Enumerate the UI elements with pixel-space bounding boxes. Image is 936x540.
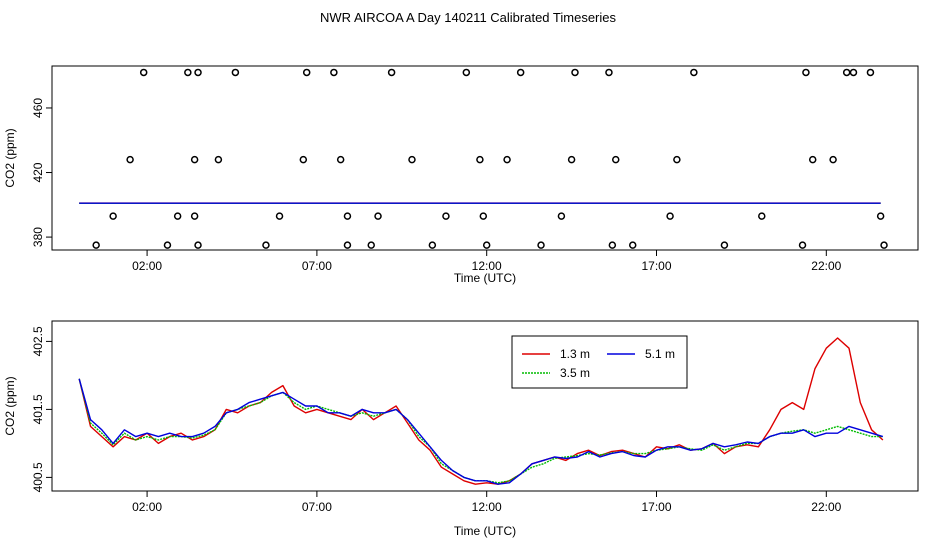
legend-box	[511, 335, 688, 389]
data-point	[343, 241, 352, 249]
data-point	[690, 68, 698, 77]
data-point	[479, 212, 488, 220]
x-tick-label: 07:00	[302, 259, 332, 273]
plot-frame	[51, 65, 919, 251]
legend: 1.3 m 5.1 m 3.5 m	[511, 335, 688, 389]
x-tick-label: 17:00	[641, 259, 671, 273]
data-point	[194, 68, 202, 77]
data-point	[231, 68, 240, 77]
data-point	[275, 212, 284, 220]
data-point	[139, 68, 148, 77]
data-point	[92, 241, 100, 249]
data-point	[190, 155, 199, 164]
y-tick-label: 402.5	[31, 326, 45, 356]
series-line-13m	[78, 337, 884, 485]
data-point	[442, 212, 450, 220]
series-line-35m	[78, 378, 883, 484]
data-point	[608, 241, 617, 249]
chart-panel-2: 02:00 07:00 12:00 17:00 22:00 400.5 401.5 402.5…	[3, 320, 919, 538]
data-point	[876, 212, 885, 220]
x-tick-label: 12:00	[472, 500, 502, 514]
y-tick-label: 460	[31, 98, 45, 118]
y-axis-label: CO2 (ppm)	[3, 128, 17, 187]
data-point	[866, 68, 875, 77]
data-point	[262, 241, 270, 249]
data-point	[571, 68, 579, 77]
x-tick-label: 22:00	[811, 500, 841, 514]
data-point	[190, 212, 199, 220]
data-point	[605, 68, 613, 77]
data-point	[428, 241, 437, 249]
data-point	[516, 68, 525, 77]
data-point	[476, 155, 484, 164]
x-tick-label: 07:00	[302, 500, 332, 514]
data-point	[758, 212, 766, 220]
data-point	[299, 155, 308, 164]
data-point	[666, 212, 674, 220]
data-point	[567, 155, 576, 164]
data-point	[673, 155, 681, 164]
data-point	[628, 241, 637, 249]
x-tick-label: 02:00	[132, 500, 162, 514]
legend-label: 5.1 m	[645, 347, 675, 361]
x-tick-label: 22:00	[811, 259, 841, 273]
data-point	[611, 155, 620, 164]
y-tick-label: 420	[31, 162, 45, 182]
data-point	[503, 155, 511, 164]
y-tick-label: 380	[31, 227, 45, 247]
data-point	[173, 212, 182, 220]
data-point	[880, 241, 888, 249]
data-point	[194, 241, 202, 249]
legend-label: 1.3 m	[560, 347, 590, 361]
data-point	[163, 241, 172, 249]
data-point	[849, 68, 858, 77]
data-point	[330, 68, 338, 77]
data-point	[802, 68, 810, 77]
x-tick-label: 17:00	[641, 500, 671, 514]
data-point	[302, 68, 311, 77]
y-axis-label: CO2 (ppm)	[3, 376, 17, 435]
data-point	[343, 212, 352, 220]
data-point	[808, 155, 817, 164]
data-point	[842, 68, 851, 77]
y-tick-label: 400.5	[31, 462, 45, 492]
data-point	[336, 155, 345, 164]
x-tick-label: 02:00	[132, 259, 162, 273]
figure-title: NWR AIRCOA A Day 140211 Calibrated Times…	[320, 10, 616, 25]
data-point	[126, 155, 134, 164]
chart-panel-1: 02:00 07:00 12:00 17:00 22:00 380 420 460 Time (…	[3, 65, 919, 285]
x-tick-label: 12:00	[472, 259, 502, 273]
data-point	[829, 155, 837, 164]
data-point	[387, 68, 396, 77]
data-point	[720, 241, 729, 249]
data-point	[482, 241, 491, 249]
data-point	[367, 241, 375, 249]
data-point	[557, 212, 566, 220]
plot-frame	[51, 320, 919, 492]
data-point	[798, 241, 807, 249]
data-point	[109, 212, 117, 220]
data-point	[184, 68, 192, 77]
data-point	[374, 212, 382, 220]
data-point	[214, 155, 223, 164]
x-axis-label: Time (UTC)	[454, 271, 516, 285]
series-line-51m	[78, 378, 884, 485]
y-tick-label: 401.5	[31, 394, 45, 424]
x-axis-label: Time (UTC)	[454, 524, 516, 538]
data-point	[408, 155, 416, 164]
legend-label: 3.5 m	[560, 366, 590, 380]
data-point	[462, 68, 471, 77]
data-point	[537, 241, 545, 249]
